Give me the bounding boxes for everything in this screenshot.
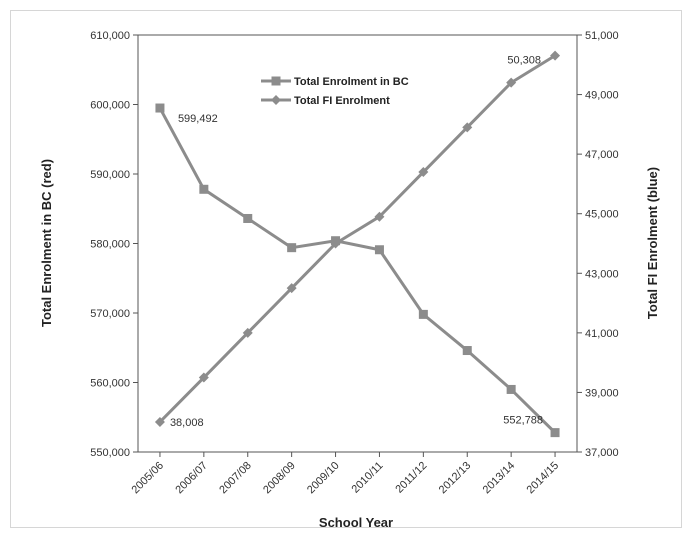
- y-right-tick-label: 51,000: [585, 30, 619, 42]
- data-label: 50,308: [507, 55, 541, 67]
- y-right-tick-label: 47,000: [585, 149, 619, 161]
- line-chart: 550,000 560,000 570,000 580,000 590,000 600,0…: [39, 30, 660, 530]
- legend-marker: [271, 76, 281, 86]
- x-tick-label: 2011/12: [393, 460, 429, 496]
- y-right-tick-label: 49,000: [585, 90, 619, 102]
- series-1-point: [198, 372, 209, 383]
- y-right-tick-label: 37,000: [585, 447, 619, 459]
- legend-label: Total Enrolment in BC: [294, 76, 409, 88]
- y-left-tick-label: 550,000: [90, 447, 130, 459]
- y-right-tick-label: 43,000: [585, 268, 619, 280]
- series-1-point: [418, 167, 429, 178]
- x-tick-label: 2006/07: [173, 460, 210, 497]
- series-0-point: [199, 184, 209, 194]
- series-0-point: [155, 103, 165, 113]
- data-label: 552,788: [503, 415, 543, 427]
- series-1-point: [506, 77, 517, 88]
- data-label: 38,008: [170, 417, 204, 429]
- y-left-tick-label: 590,000: [90, 169, 130, 181]
- y-left-tick-label: 580,000: [90, 239, 130, 251]
- series-1-point: [550, 50, 561, 61]
- x-tick-label: 2009/10: [305, 460, 342, 497]
- series-1-point: [154, 416, 165, 427]
- series-1-point: [286, 283, 297, 294]
- y-axis-left-title: Total Enrolment in BC (red): [39, 159, 54, 327]
- plot-area-border: [137, 34, 578, 453]
- chart-frame: 550,000 560,000 570,000 580,000 590,000 600,0…: [10, 10, 682, 530]
- x-tick-label: 2008/09: [261, 460, 298, 497]
- y-right-tick-label: 41,000: [585, 328, 619, 340]
- series-0-point: [418, 309, 428, 319]
- series-0-point: [550, 428, 560, 438]
- series-0-point: [374, 245, 384, 255]
- x-tick-label: 2007/08: [217, 460, 254, 497]
- x-axis-title: School Year: [319, 515, 393, 529]
- series-1-point: [242, 327, 253, 338]
- legend-marker: [271, 95, 281, 105]
- y-left-tick-label: 600,000: [90, 100, 130, 112]
- y-left-tick-label: 560,000: [90, 378, 130, 390]
- data-label: 599,492: [178, 113, 218, 125]
- y-right-tick-label: 39,000: [585, 387, 619, 399]
- x-tick-label: 2013/14: [481, 460, 518, 497]
- y-right-tick-label: 45,000: [585, 209, 619, 221]
- x-tick-label: 2010/11: [350, 460, 386, 496]
- series-0-point: [287, 243, 297, 253]
- y-left-tick-label: 570,000: [90, 308, 130, 320]
- series-0-point: [506, 384, 516, 394]
- x-tick-label: 2014/15: [525, 460, 562, 497]
- series-1-point: [462, 122, 473, 133]
- x-tick-label: 2012/13: [437, 460, 474, 497]
- x-tick-label: 2005/06: [129, 460, 166, 497]
- y-left-tick-label: 610,000: [90, 30, 130, 42]
- series-line-1: [158, 54, 556, 424]
- series-1-point: [374, 211, 385, 222]
- series-1-point: [330, 238, 341, 249]
- y-axis-right-title: Total FI Enrolment (blue): [645, 167, 660, 319]
- series-line-0: [158, 107, 557, 434]
- series-0-point: [243, 213, 253, 223]
- series-0-point: [462, 346, 472, 356]
- legend-label: Total FI Enrolment: [294, 95, 390, 107]
